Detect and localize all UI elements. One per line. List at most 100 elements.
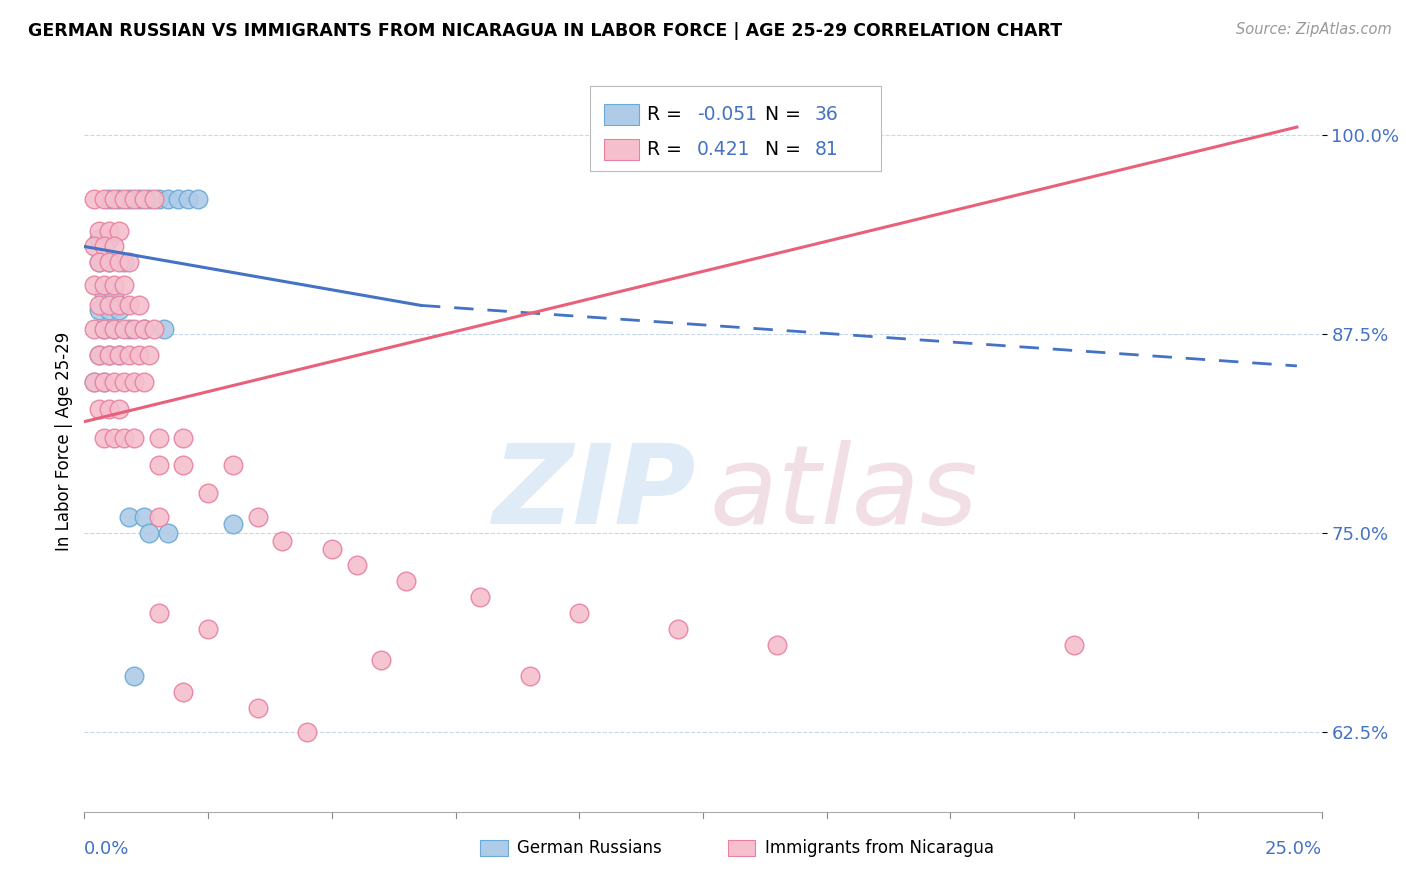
Point [103,239,125,253]
Point [98,298,121,312]
Point [89,348,111,362]
Point [172,685,194,699]
Point [148,510,170,524]
Point [108,348,131,362]
Point [370,653,392,667]
Point [271,534,294,549]
Point [519,669,541,683]
Point [148,606,170,620]
Point [142,322,165,336]
Point [321,541,343,556]
Point [98,255,121,269]
Point [766,638,789,652]
Point [103,375,125,389]
Text: 25.0%: 25.0% [1264,840,1322,858]
Point [138,348,160,362]
Point [148,431,170,445]
Point [666,622,689,636]
Point [93,192,115,206]
Point [132,322,155,336]
Point [93,431,115,445]
Point [98,401,121,416]
Point [222,516,245,531]
Point [122,192,145,206]
Point [103,192,125,206]
FancyBboxPatch shape [605,104,638,125]
Text: Immigrants from Nicaragua: Immigrants from Nicaragua [765,839,994,857]
Point [197,486,219,500]
Point [108,298,131,312]
Text: R =: R = [647,104,688,124]
Point [118,510,141,524]
Point [108,401,131,416]
Point [93,375,115,389]
Point [98,255,121,269]
Point [93,375,115,389]
Point [177,192,200,206]
Point [148,192,170,206]
Point [118,192,141,206]
Point [83,375,105,389]
Point [148,458,170,472]
Point [222,458,245,472]
Point [118,348,141,362]
Point [103,287,125,301]
Point [89,231,111,245]
Point [103,277,125,292]
Point [470,590,492,604]
Point [122,431,145,445]
Point [103,431,125,445]
Point [118,298,141,312]
Text: 0.0%: 0.0% [84,840,129,858]
Point [93,277,115,292]
Point [128,348,150,362]
Point [93,322,115,336]
Point [118,255,141,269]
Point [83,192,105,206]
Point [138,192,160,206]
Point [118,322,141,336]
Point [93,239,115,253]
Point [1063,638,1085,652]
Point [83,322,105,336]
Point [152,322,174,336]
Text: German Russians: German Russians [517,839,662,857]
Point [112,192,135,206]
Point [246,510,269,524]
Point [346,558,368,572]
Point [132,192,155,206]
Point [98,303,121,318]
Point [103,322,125,336]
Text: 81: 81 [814,140,838,160]
Y-axis label: In Labor Force | Age 25-29: In Labor Force | Age 25-29 [55,332,73,551]
Point [122,669,145,683]
Point [142,192,165,206]
Text: N =: N = [765,104,807,124]
Point [112,431,135,445]
Point [246,701,269,715]
Text: Source: ZipAtlas.com: Source: ZipAtlas.com [1236,22,1392,37]
Point [172,458,194,472]
Point [112,277,135,292]
Point [172,431,194,445]
Point [112,255,135,269]
Point [108,192,131,206]
Point [89,255,111,269]
Text: ZIP: ZIP [494,440,697,547]
Point [108,223,131,237]
Point [83,239,105,253]
Point [89,401,111,416]
Point [98,231,121,245]
Point [89,348,111,362]
Point [187,192,209,206]
Point [89,303,111,318]
Point [568,606,591,620]
Text: atlas: atlas [709,440,977,547]
Point [83,277,105,292]
Point [132,510,155,524]
Text: -0.051: -0.051 [697,104,756,124]
Point [157,192,180,206]
Point [89,298,111,312]
FancyBboxPatch shape [591,87,882,171]
Point [122,375,145,389]
